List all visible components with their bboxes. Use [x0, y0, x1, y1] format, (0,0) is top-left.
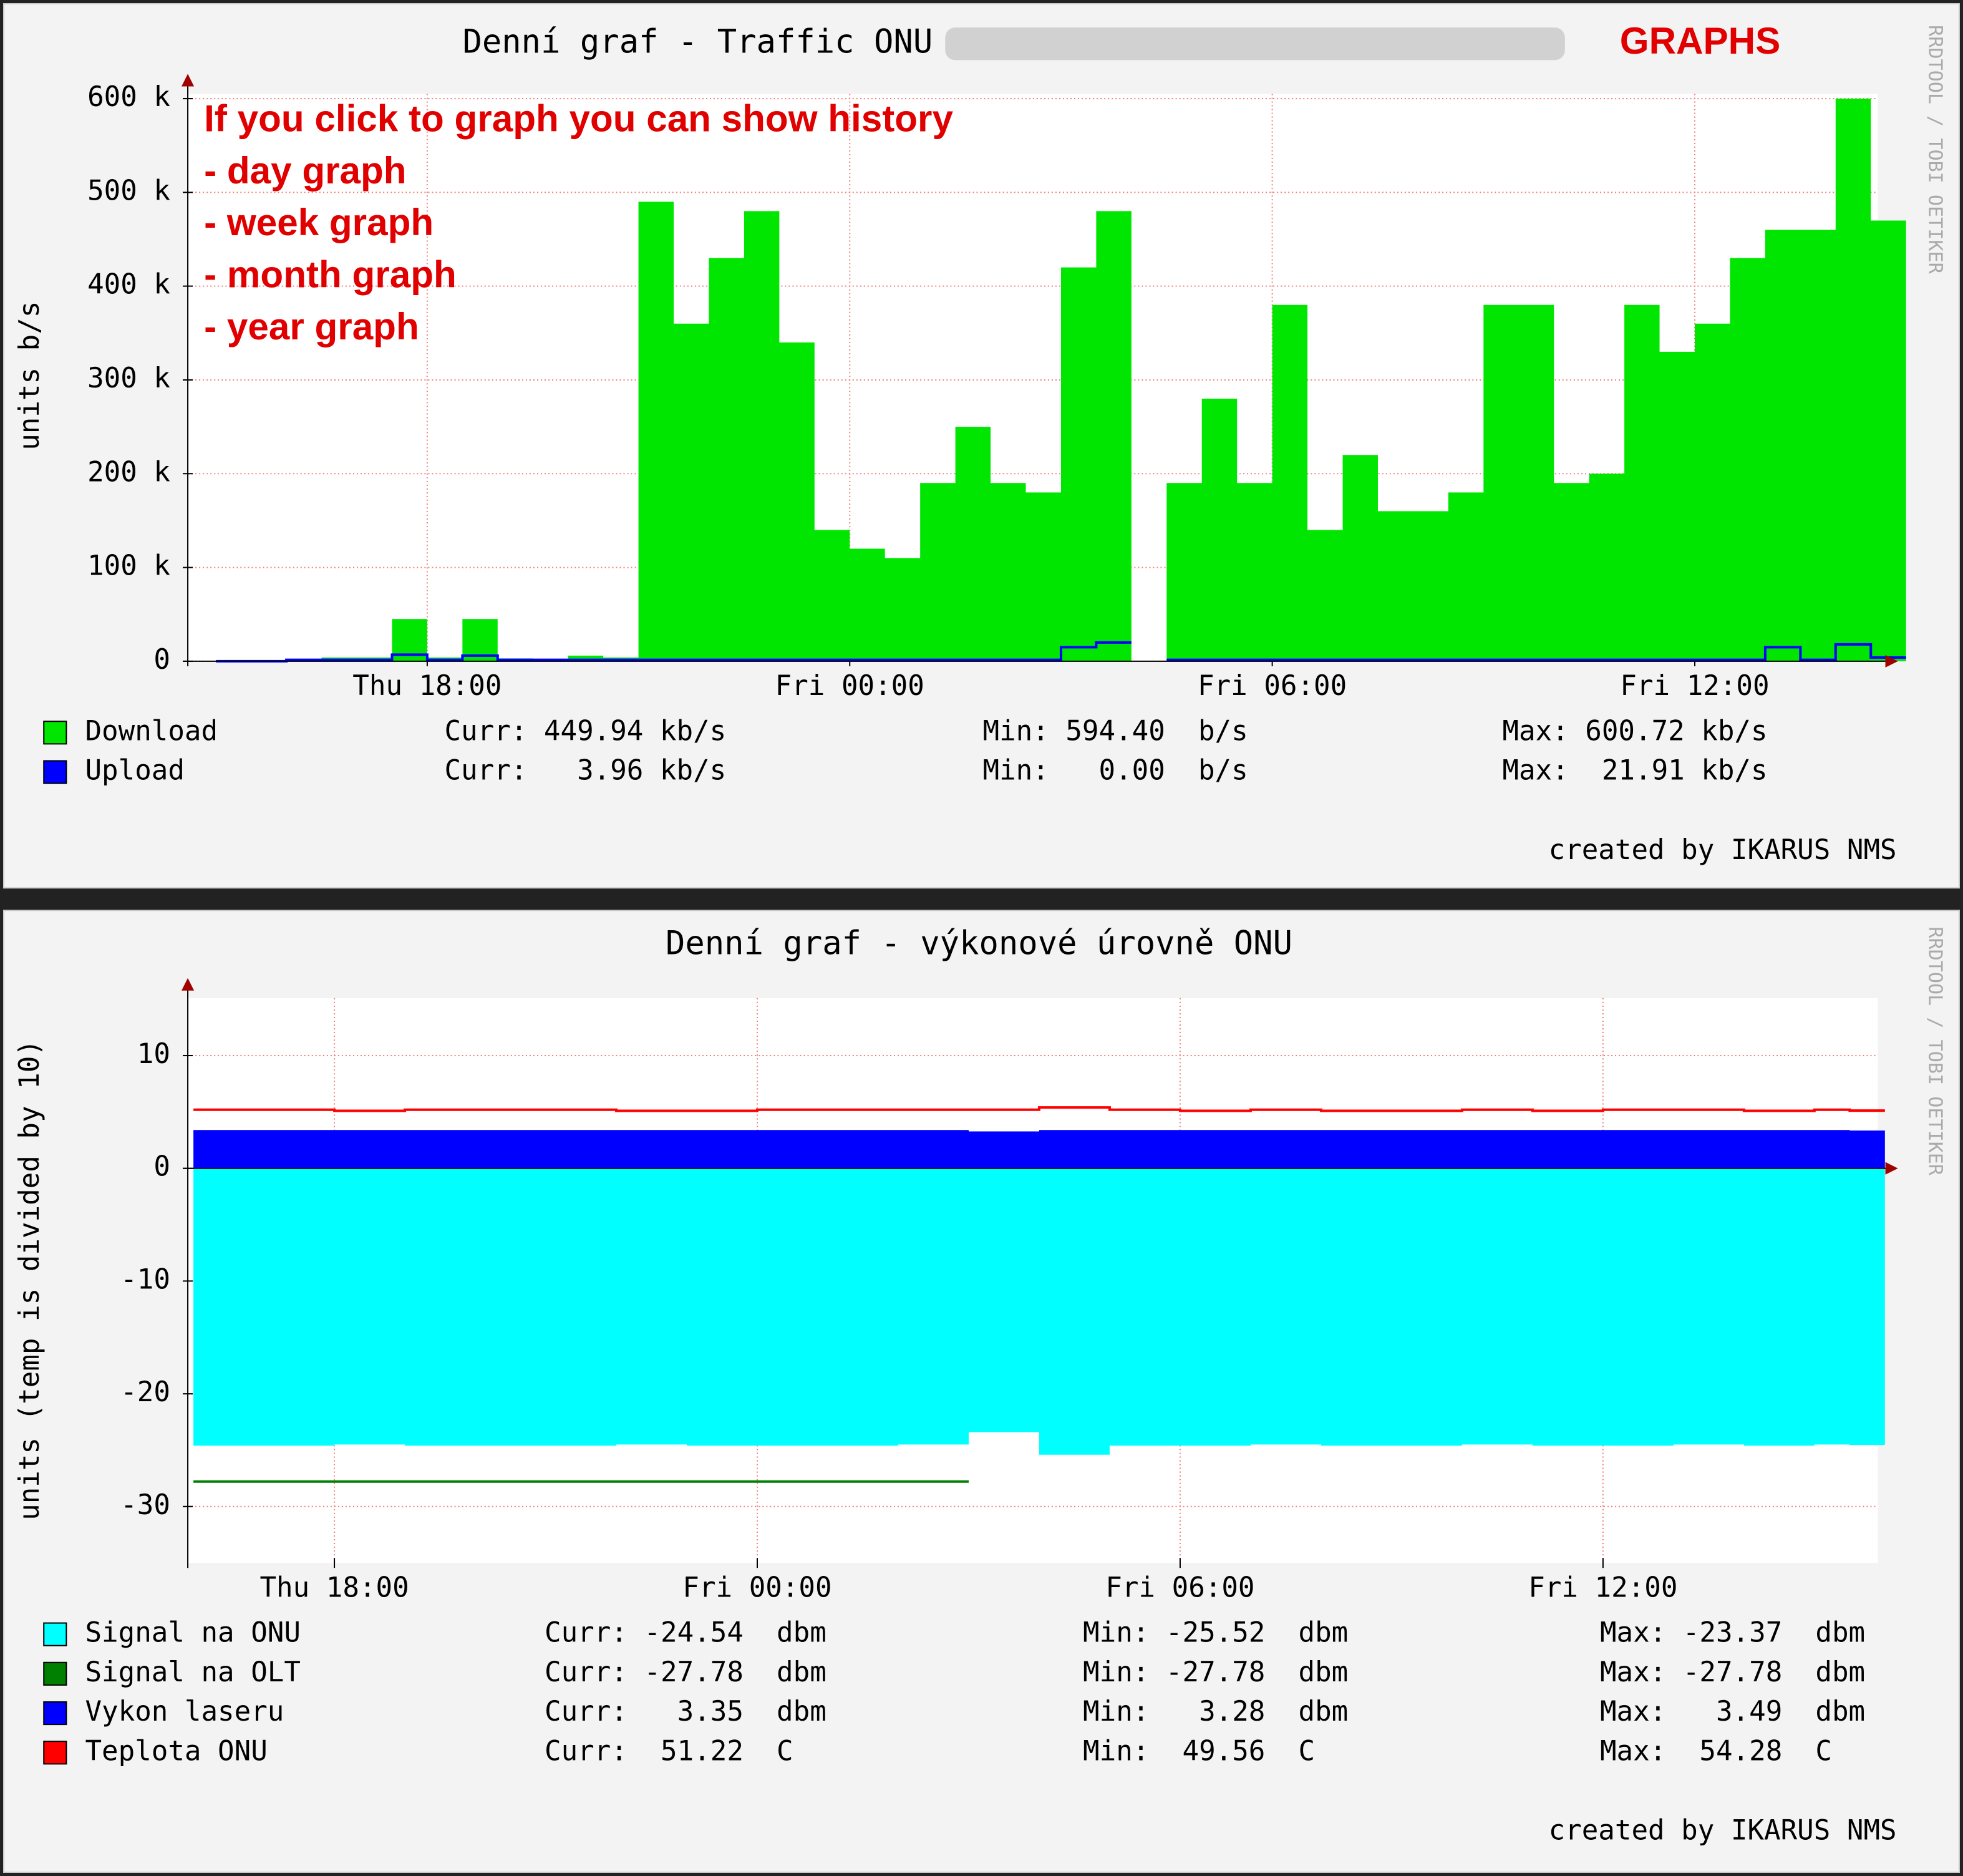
footer: created by IKARUS NMS	[1549, 1815, 1897, 1847]
y-tick-label: -10	[120, 1263, 170, 1295]
blurred-text	[945, 27, 1565, 61]
axis-arrow	[182, 978, 195, 991]
y-tick-label: -20	[120, 1376, 170, 1408]
annotation: If you click to graph you can show histo…	[204, 97, 953, 140]
legend-stat: Curr: 51.22 C	[545, 1735, 793, 1767]
legend-label: Upload	[85, 755, 184, 787]
legend-label: Teplota ONU	[85, 1735, 267, 1767]
legend-stat: Max: 21.91 kb/s	[1502, 755, 1767, 787]
y-tick-label: 100 k	[87, 550, 170, 582]
line	[216, 641, 1906, 663]
y-tick-label: 0	[153, 644, 170, 676]
line	[193, 1106, 1885, 1112]
axis-arrow	[1885, 1162, 1898, 1175]
x-tick-label: Fri 12:00	[1620, 670, 1769, 702]
legend-swatch	[43, 1661, 67, 1686]
legend-swatch	[43, 760, 67, 784]
legend-stat: Max: 600.72 kb/s	[1502, 715, 1767, 747]
legend-swatch	[43, 721, 67, 745]
x-tick-label: Thu 18:00	[259, 1572, 409, 1603]
legend-stat: Min: 49.56 C	[1083, 1735, 1315, 1767]
legend-stat: Max: -27.78 dbm	[1600, 1656, 1865, 1688]
y-tick-label: 600 k	[87, 81, 170, 113]
legend-stat: Min: 0.00 b/s	[983, 755, 1248, 787]
x-tick-label: Fri 00:00	[682, 1572, 831, 1603]
legend-label: Download	[85, 715, 218, 747]
legend-stat: Curr: 3.35 dbm	[545, 1696, 826, 1728]
legend-stat: Curr: -27.78 dbm	[545, 1656, 826, 1688]
area	[193, 1130, 1885, 1169]
legend-label: Vykon laseru	[85, 1696, 284, 1728]
y-axis-label: units (temp is divided by 10)	[14, 1039, 46, 1520]
legend-stat: Curr: 449.94 kb/s	[444, 715, 726, 747]
x-tick-label: Fri 06:00	[1198, 670, 1347, 702]
chart-title: Denní graf - Traffic ONU	[462, 23, 933, 61]
chart-title: Denní graf - výkonové úrovně ONU	[666, 925, 1292, 963]
y-tick-label: 500 k	[87, 175, 170, 207]
area	[216, 99, 1906, 661]
x-tick-label: Fri 00:00	[775, 670, 924, 702]
y-tick-label: 0	[153, 1151, 170, 1183]
legend-stat: Curr: 3.96 kb/s	[444, 755, 726, 787]
legend-stat: Max: 3.49 dbm	[1600, 1696, 1865, 1728]
legend-stat: Min: -27.78 dbm	[1083, 1656, 1348, 1688]
y-tick-label: 400 k	[87, 269, 170, 301]
legend-swatch	[43, 1622, 67, 1646]
x-tick-label: Fri 06:00	[1105, 1572, 1254, 1603]
legend-stat: Max: -23.37 dbm	[1600, 1617, 1865, 1649]
legend-swatch	[43, 1701, 67, 1726]
legend-stat: Min: -25.52 dbm	[1083, 1617, 1348, 1649]
x-tick-label: Fri 12:00	[1528, 1572, 1677, 1603]
annotation: - month graph	[204, 253, 457, 296]
annotation: - day graph	[204, 149, 406, 192]
legend-stat: Curr: -24.54 dbm	[545, 1617, 826, 1649]
x-tick-label: Thu 18:00	[352, 670, 502, 702]
y-axis-label: units b/s	[14, 301, 46, 450]
legend-stat: Max: 54.28 C	[1600, 1735, 1832, 1767]
area	[193, 1168, 1885, 1455]
y-tick-label: -30	[120, 1489, 170, 1521]
annotation: - year graph	[204, 305, 419, 347]
y-tick-label: 300 k	[87, 362, 170, 394]
watermark: RRDTOOL / TOBI OETIKER	[1924, 25, 1946, 275]
axis-arrow	[1885, 654, 1898, 668]
footer: created by IKARUS NMS	[1549, 834, 1897, 866]
watermark: RRDTOOL / TOBI OETIKER	[1924, 926, 1946, 1176]
legend-label: Signal na ONU	[85, 1617, 300, 1649]
badge: GRAPHS	[1620, 19, 1781, 62]
annotation: - week graph	[204, 201, 434, 243]
legend-label: Signal na OLT	[85, 1656, 300, 1688]
y-tick-label: 10	[137, 1038, 170, 1070]
legend-stat: Min: 3.28 dbm	[1083, 1696, 1348, 1728]
legend-stat: Min: 594.40 b/s	[983, 715, 1248, 747]
y-tick-label: 200 k	[87, 456, 170, 488]
axis-arrow	[182, 74, 195, 87]
legend-swatch	[43, 1741, 67, 1765]
